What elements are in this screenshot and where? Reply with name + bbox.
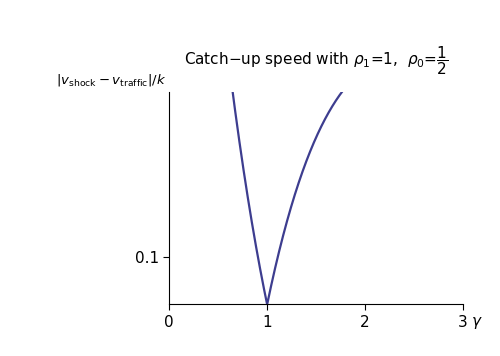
Text: Catch$-$up speed with $\rho_1$=1,  $\rho_0$=$\dfrac{1}{2}$: Catch$-$up speed with $\rho_1$=1, $\rho_…	[184, 44, 448, 77]
Text: $\gamma$: $\gamma$	[471, 315, 482, 331]
Y-axis label: $|v_{\mathrm{shock}}-v_{\mathrm{traffic}}|/k$: $|v_{\mathrm{shock}}-v_{\mathrm{traffic}…	[56, 72, 166, 88]
